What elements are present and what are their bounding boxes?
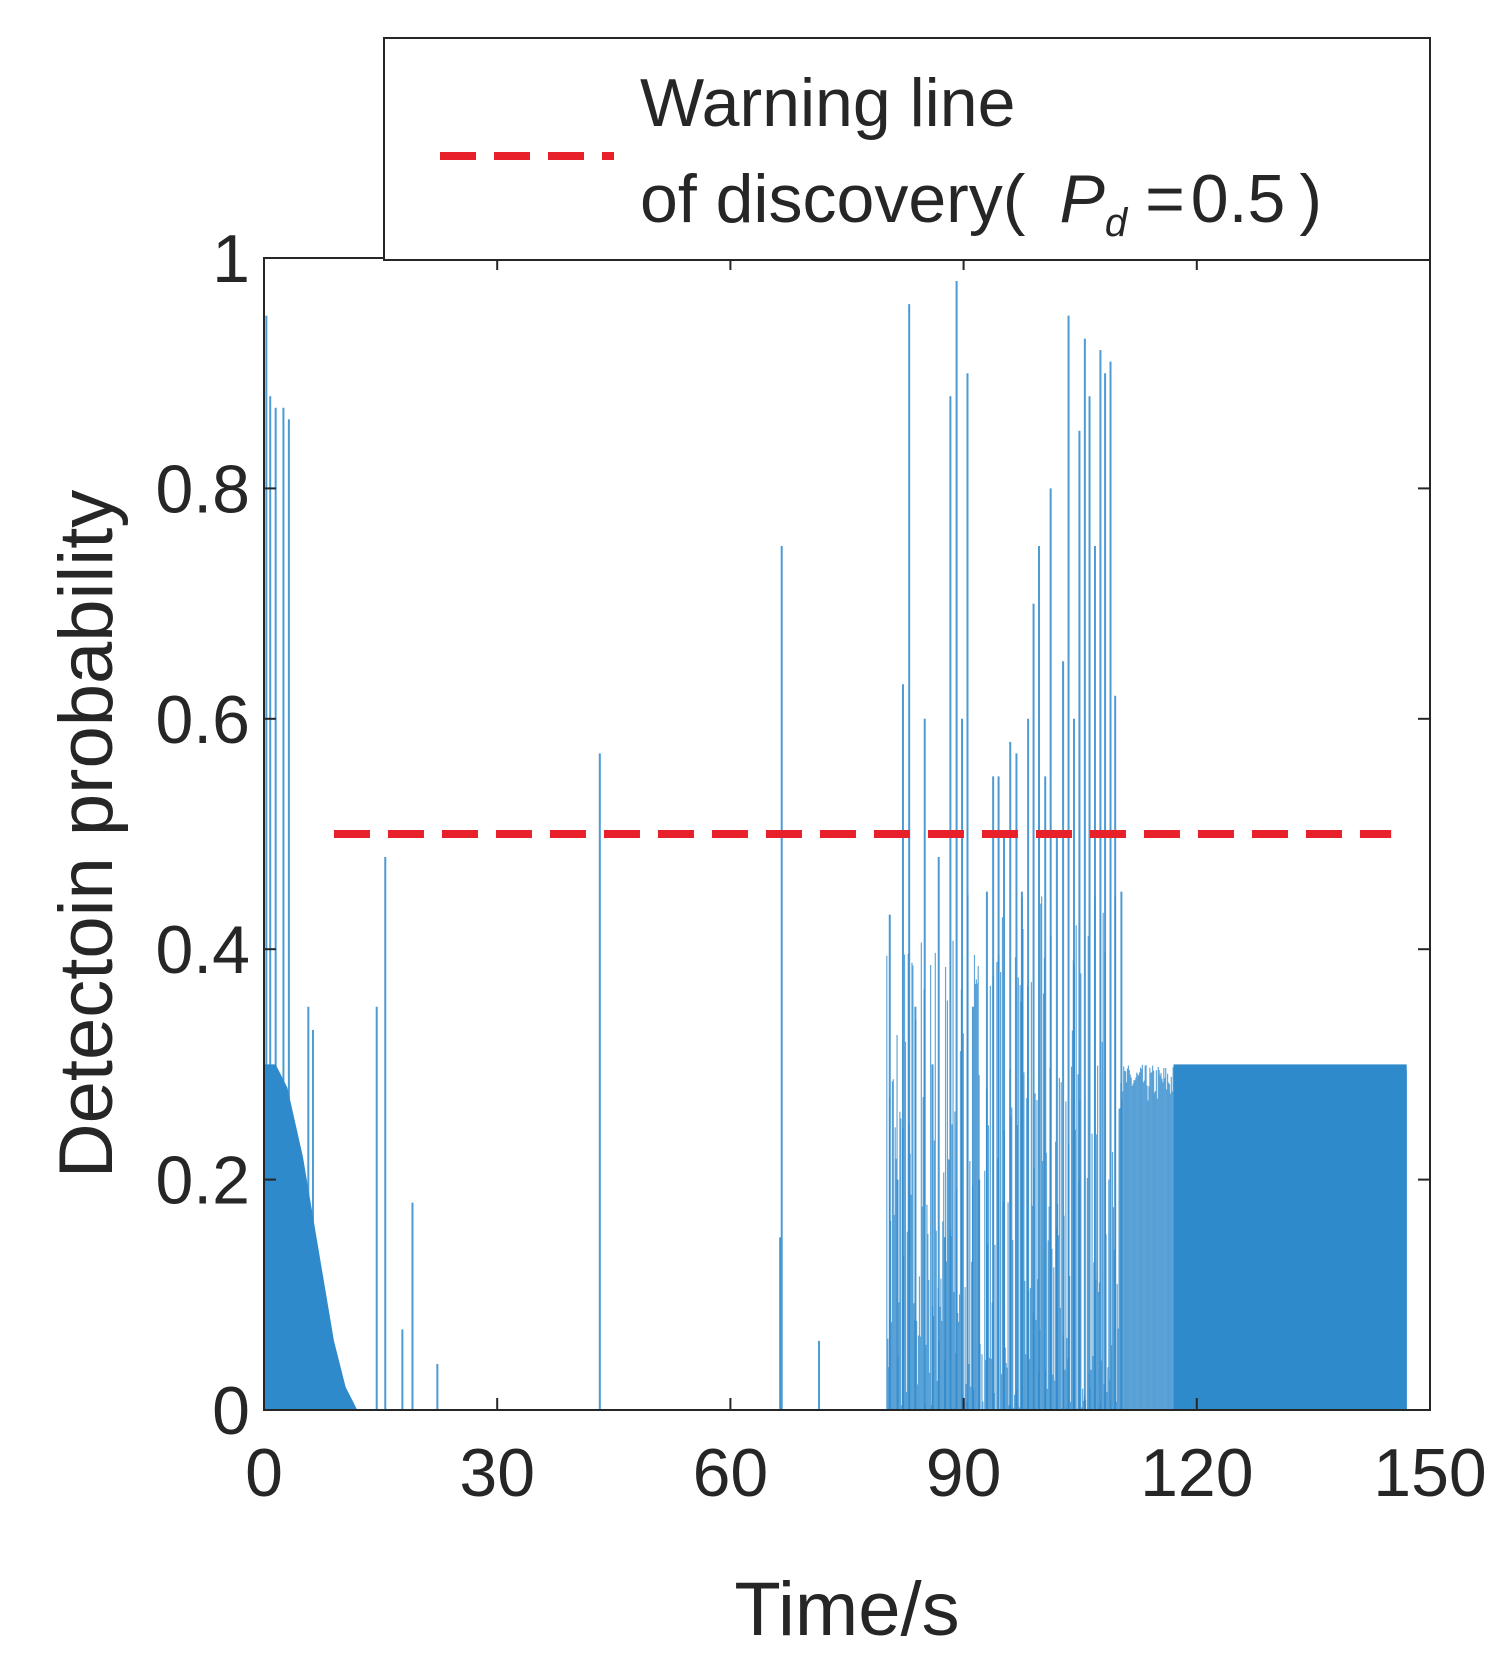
y-tick-label: 0: [212, 1373, 250, 1449]
x-tick-label: 120: [1140, 1435, 1253, 1511]
legend-value: 0.5: [1191, 161, 1286, 237]
legend-text-line2: of discovery( Pd =0.5): [640, 161, 1322, 245]
legend-text-line1: Warning line: [640, 65, 1015, 141]
legend-prefix: of discovery(: [640, 161, 1026, 237]
y-tick-label: 0.6: [155, 682, 250, 758]
y-tick-label: 0.8: [155, 451, 250, 527]
x-tick-label: 0: [245, 1435, 283, 1511]
y-axis-title: Detectoin probability: [44, 490, 129, 1179]
y-tick-label: 1: [212, 221, 250, 297]
legend-subscript: d: [1105, 201, 1129, 245]
legend-box: [383, 37, 1431, 261]
x-tick-label: 60: [693, 1435, 769, 1511]
x-tick-label: 90: [926, 1435, 1002, 1511]
legend-symbol: P: [1059, 161, 1104, 237]
y-tick-label: 0.2: [155, 1143, 250, 1219]
tick-layer: 0 30 60 90 120 150 0 0.2 0.4 0.6 0.8 1: [155, 221, 1486, 1511]
series-plateau-area: [1173, 1064, 1407, 1410]
y-tick-label: 0.4: [155, 912, 250, 988]
legend: Warning line of discovery( Pd =0.5): [383, 37, 1431, 261]
legend-equals: =: [1145, 161, 1185, 237]
series-area: [264, 281, 1407, 1410]
series-envelope-area: [264, 1064, 358, 1410]
x-axis-title: Time/s: [734, 1567, 959, 1652]
legend-close: ): [1299, 161, 1322, 237]
x-tick-label: 150: [1373, 1435, 1486, 1511]
x-tick-label: 30: [459, 1435, 535, 1511]
